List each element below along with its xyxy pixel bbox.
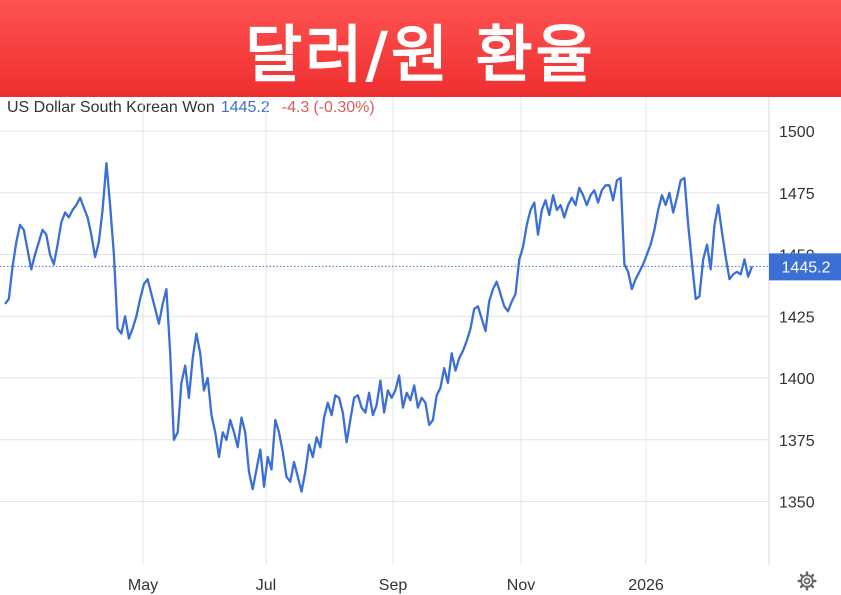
- price-change: -4.3: [281, 99, 310, 116]
- banner-title: 달러/원 환율: [245, 17, 596, 91]
- last-value-label: 1445.2: [782, 259, 831, 276]
- x-tick-label: Jul: [256, 577, 276, 594]
- y-tick-label: 1375: [779, 433, 815, 450]
- price-change-percent: (-0.30%): [313, 99, 375, 116]
- current-price: 1445.2: [220, 99, 270, 116]
- x-tick-label: 2026: [628, 577, 664, 594]
- price-series-line: [4, 161, 754, 493]
- y-tick-label: 1475: [779, 186, 815, 203]
- y-tick-label: 1350: [779, 495, 815, 512]
- x-tick-label: May: [128, 577, 158, 594]
- y-tick-label: 1500: [779, 124, 815, 141]
- y-tick-label: 1400: [779, 371, 815, 388]
- instrument-name: US Dollar South Korean Won: [7, 99, 215, 116]
- title-banner: 달러/원 환율: [0, 0, 841, 97]
- x-tick-label: Sep: [379, 577, 408, 594]
- last-value-tag: [769, 253, 841, 281]
- instrument-info: US Dollar South Korean Won 1445.2 -4.3 (-0.…: [7, 99, 375, 117]
- x-tick-label: Nov: [507, 577, 535, 594]
- gear-icon[interactable]: [797, 571, 817, 591]
- y-tick-label: 1425: [779, 309, 815, 326]
